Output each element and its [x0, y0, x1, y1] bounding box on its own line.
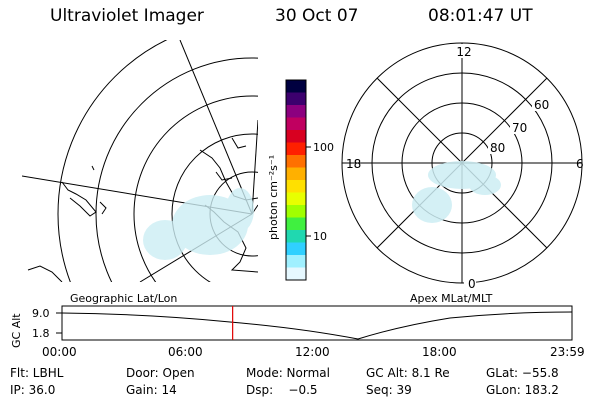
timeline-xtick-4: 23:59 — [550, 345, 585, 359]
status-door: Door: Open — [126, 366, 195, 380]
timeline-xtick-3: 18:00 — [422, 345, 457, 359]
colorbar-stripe — [286, 217, 306, 231]
status-mode: Mode: Normal — [246, 366, 330, 380]
lat-circle — [57, 40, 168, 282]
lat-circle — [95, 57, 258, 282]
colorbar-tick-100: 100 — [313, 141, 334, 154]
coastline — [91, 165, 95, 171]
colorbar-gradient — [286, 80, 306, 281]
colorbar-label: photon cm⁻²s⁻¹ — [267, 155, 280, 240]
status-dsp: Dsp: −0.5 — [246, 383, 318, 397]
colorbar-stripe — [286, 180, 306, 193]
colorbar-stripe — [286, 230, 306, 243]
colorbar-stripe — [286, 105, 306, 118]
colorbar-stripe — [286, 155, 306, 168]
lat-circle — [171, 133, 258, 282]
instrument-title: Ultraviolet Imager — [50, 6, 204, 26]
coastline — [27, 265, 63, 282]
status-gc-alt: GC Alt: 8.1 Re — [366, 366, 450, 380]
timeline-xtick-0: 00:00 — [42, 345, 77, 359]
colorbar-stripe — [286, 267, 306, 281]
status-seq: Seq: 39 — [366, 383, 412, 397]
lat-label-80: 80 — [490, 141, 505, 155]
colorbar-stripe — [286, 80, 306, 93]
timeline-axis-label: GC Alt — [10, 313, 23, 348]
colorbar-stripe — [286, 192, 306, 206]
meridian-line — [179, 40, 253, 215]
apex-label: Apex MLat/MLT — [410, 292, 493, 305]
colorbar-stripe — [286, 142, 306, 156]
date-label: 30 Oct 07 — [275, 6, 359, 26]
coastline — [231, 137, 247, 149]
mlt-label-18: 18 — [346, 157, 361, 171]
time-label: 08:01:47 UT — [428, 6, 533, 26]
colorbar-stripe — [286, 92, 306, 106]
colorbar-tick-10: 10 — [313, 230, 327, 243]
timeline-ytick-1-8: 1.8 — [32, 327, 50, 340]
coastline — [99, 201, 107, 215]
colorbar-stripe — [286, 242, 306, 256]
timeline-frame — [61, 305, 573, 341]
timeline-ytick-9: 9.0 — [32, 307, 50, 320]
coastline — [61, 181, 97, 217]
mlt-label-0: 0 — [468, 277, 476, 291]
mlt-label-12: 12 — [456, 45, 471, 59]
lat-circle — [133, 95, 258, 282]
polar-plot — [341, 42, 583, 284]
lat-label-70: 70 — [512, 121, 527, 135]
mlt-label-6: 6 — [576, 157, 584, 171]
timeline-xtick-1: 06:00 — [168, 345, 203, 359]
status-ip: IP: 36.0 — [10, 383, 56, 397]
colorbar-stripe — [286, 205, 306, 218]
coastline — [215, 171, 233, 181]
colorbar-stripe — [286, 255, 306, 268]
status-filter: Flt: LBHL — [10, 366, 64, 380]
colorbar-stripe — [286, 117, 306, 131]
colorbar-stripe — [286, 167, 306, 181]
lat-label-60: 60 — [534, 98, 549, 112]
altitude-curve — [61, 311, 573, 340]
geographic-label: Geographic Lat/Lon — [70, 292, 178, 305]
status-glat: GLat: −55.8 — [486, 366, 559, 380]
timeline-xtick-2: 12:00 — [295, 345, 330, 359]
status-glon: GLon: 183.2 — [486, 383, 559, 397]
colorbar-stripe — [286, 130, 306, 143]
status-gain: Gain: 14 — [126, 383, 177, 397]
